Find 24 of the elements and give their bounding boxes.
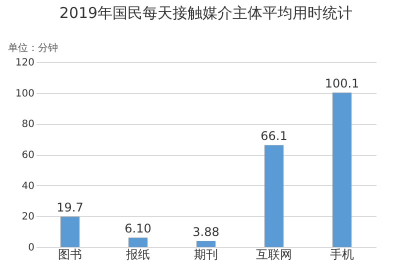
bar bbox=[332, 92, 352, 247]
y-tick-label: 0 bbox=[28, 242, 34, 254]
y-tick-label: 80 bbox=[22, 119, 34, 130]
y-tick-label: 20 bbox=[22, 212, 34, 223]
data-label: 3.88 bbox=[192, 225, 220, 240]
bar bbox=[128, 238, 148, 247]
data-label: 19.7 bbox=[56, 200, 84, 215]
x-tick-label: 期刊 bbox=[194, 248, 218, 262]
x-tick-label: 图书 bbox=[58, 248, 82, 262]
x-tick-label: 手机 bbox=[330, 248, 354, 262]
chart-title: 2019年国民每天接触媒介主体平均用时统计 bbox=[59, 4, 353, 22]
bar bbox=[196, 241, 216, 247]
y-tick-label: 100 bbox=[15, 88, 34, 100]
x-tick-label: 报纸 bbox=[125, 248, 150, 262]
bar bbox=[264, 145, 284, 247]
data-label: 66.1 bbox=[260, 129, 288, 144]
data-label: 100.1 bbox=[324, 76, 360, 91]
y-tick-label: 120 bbox=[15, 58, 34, 68]
x-tick-label: 互联网 bbox=[256, 248, 292, 262]
bar bbox=[60, 216, 80, 247]
y-tick-label: 40 bbox=[22, 180, 34, 192]
text: 单位：分钟 bbox=[8, 42, 58, 54]
y-tick-label: 60 bbox=[22, 150, 34, 161]
data-label: 6.10 bbox=[124, 222, 152, 236]
